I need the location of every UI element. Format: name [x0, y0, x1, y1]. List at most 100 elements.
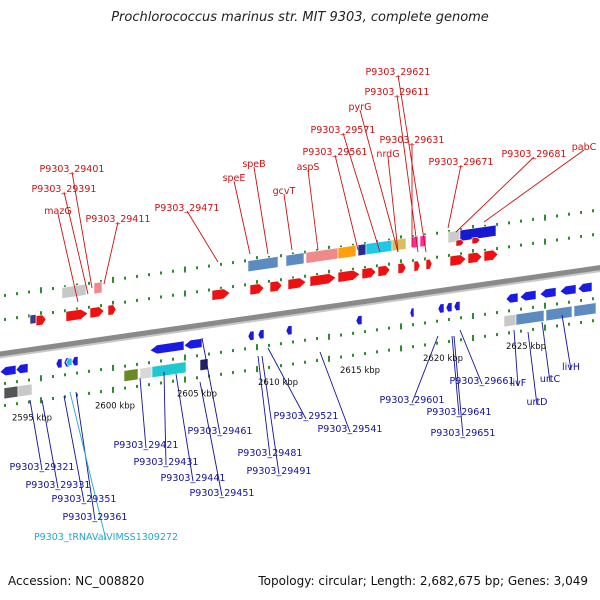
guide-tick: [172, 293, 174, 297]
genome-summary-text: Topology: circular; Length: 2,682,675 bp…: [258, 574, 588, 588]
guide-tick: [304, 338, 306, 342]
leader-line: [387, 156, 399, 253]
guide-tick: [208, 288, 210, 292]
guide-tick: [472, 313, 474, 320]
guide-tick: [580, 320, 582, 324]
guide-tick: [244, 347, 246, 351]
leader-line: [283, 193, 293, 251]
guide-tick: [388, 238, 390, 242]
guide-tick: [592, 233, 594, 237]
guide-tick: [388, 348, 390, 352]
guide-tick: [184, 266, 186, 273]
gene-label: P9303_29651: [431, 428, 496, 439]
guide-tick: [184, 376, 186, 383]
guide-tick: [280, 364, 282, 368]
guide-tick: [112, 364, 114, 371]
reverse-gene: [577, 281, 593, 293]
guide-tick: [40, 375, 42, 382]
guide-tick: [52, 375, 54, 379]
guide-tick: [256, 344, 258, 351]
guide-tick: [484, 248, 486, 252]
gene-label: speB: [242, 159, 265, 170]
forward-gene: [65, 309, 89, 322]
guide-tick: [292, 340, 294, 344]
guide-tick: [100, 390, 102, 394]
guide-tick: [400, 259, 402, 266]
guide-tick: [340, 355, 342, 359]
forward-gene: [35, 314, 47, 327]
guide-tick: [52, 397, 54, 401]
gene-label: P9303_29421: [114, 440, 179, 451]
gene-label: P9303_29521: [274, 411, 339, 422]
leader-line: [201, 337, 221, 435]
gene-label: P9303_29491: [247, 466, 312, 477]
gene-label: P9303_29671: [429, 157, 494, 168]
feature-box: [337, 244, 357, 260]
guide-tick: [112, 300, 114, 307]
guide-tick: [316, 336, 318, 340]
feature-box: [151, 361, 187, 378]
forward-gene: [309, 273, 337, 287]
leader-line: [527, 331, 538, 406]
guide-tick: [448, 317, 450, 321]
guide-tick: [568, 300, 570, 304]
guide-tick: [412, 235, 414, 239]
guide-tick: [268, 343, 270, 347]
guide-tick: [16, 380, 18, 384]
guide-tick: [292, 276, 294, 280]
leader-line: [57, 213, 79, 303]
guide-tick: [472, 225, 474, 232]
guide-tick: [76, 307, 78, 311]
guide-tick: [256, 256, 258, 263]
reverse-gene: [0, 364, 17, 377]
guide-tick: [400, 345, 402, 352]
leader-line: [451, 335, 460, 416]
guide-tick: [436, 319, 438, 323]
leader-line: [63, 191, 89, 295]
guide-tick: [412, 259, 414, 263]
gene-label: pyrG: [349, 102, 372, 113]
leader-line: [175, 373, 194, 482]
leader-line: [63, 395, 85, 503]
reverse-gene: [539, 287, 557, 299]
forward-gene: [211, 288, 231, 301]
guide-tick: [400, 235, 402, 242]
guide-tick: [340, 333, 342, 337]
feature-box: [139, 366, 153, 380]
forward-gene: [287, 277, 307, 290]
gene-label: gcvT: [273, 186, 296, 197]
feature-box: [305, 247, 339, 264]
guide-tick: [148, 273, 150, 277]
guide-tick: [160, 271, 162, 275]
guide-tick: [304, 360, 306, 364]
guide-tick: [220, 262, 222, 266]
guide-tick: [508, 309, 510, 313]
guide-tick: [292, 362, 294, 366]
guide-tick: [340, 269, 342, 273]
guide-tick: [352, 267, 354, 271]
guide-tick: [532, 305, 534, 309]
guide-tick: [280, 278, 282, 282]
guide-tick: [556, 324, 558, 328]
guide-tick: [424, 233, 426, 237]
gene-label: P9303_29621: [366, 67, 431, 78]
guide-tick: [280, 254, 282, 258]
guide-tick: [232, 371, 234, 375]
scale-label: 2595 kbp: [12, 413, 52, 423]
guide-tick: [4, 293, 6, 297]
leader-line: [319, 351, 351, 433]
guide-tick: [472, 249, 474, 256]
guide-tick: [496, 311, 498, 315]
guide-tick: [388, 326, 390, 330]
leader-line: [267, 347, 307, 420]
guide-tick: [16, 292, 18, 296]
forward-gene: [337, 269, 361, 283]
gene-label: P9303_29471: [155, 203, 220, 214]
guide-tick: [544, 214, 546, 221]
forward-gene: [89, 306, 105, 319]
reverse-gene: [149, 340, 185, 355]
guide-tick: [316, 272, 318, 276]
accession-text: Accession: NC_008820: [8, 574, 145, 588]
guide-tick: [592, 297, 594, 301]
guide-tick: [4, 317, 6, 321]
